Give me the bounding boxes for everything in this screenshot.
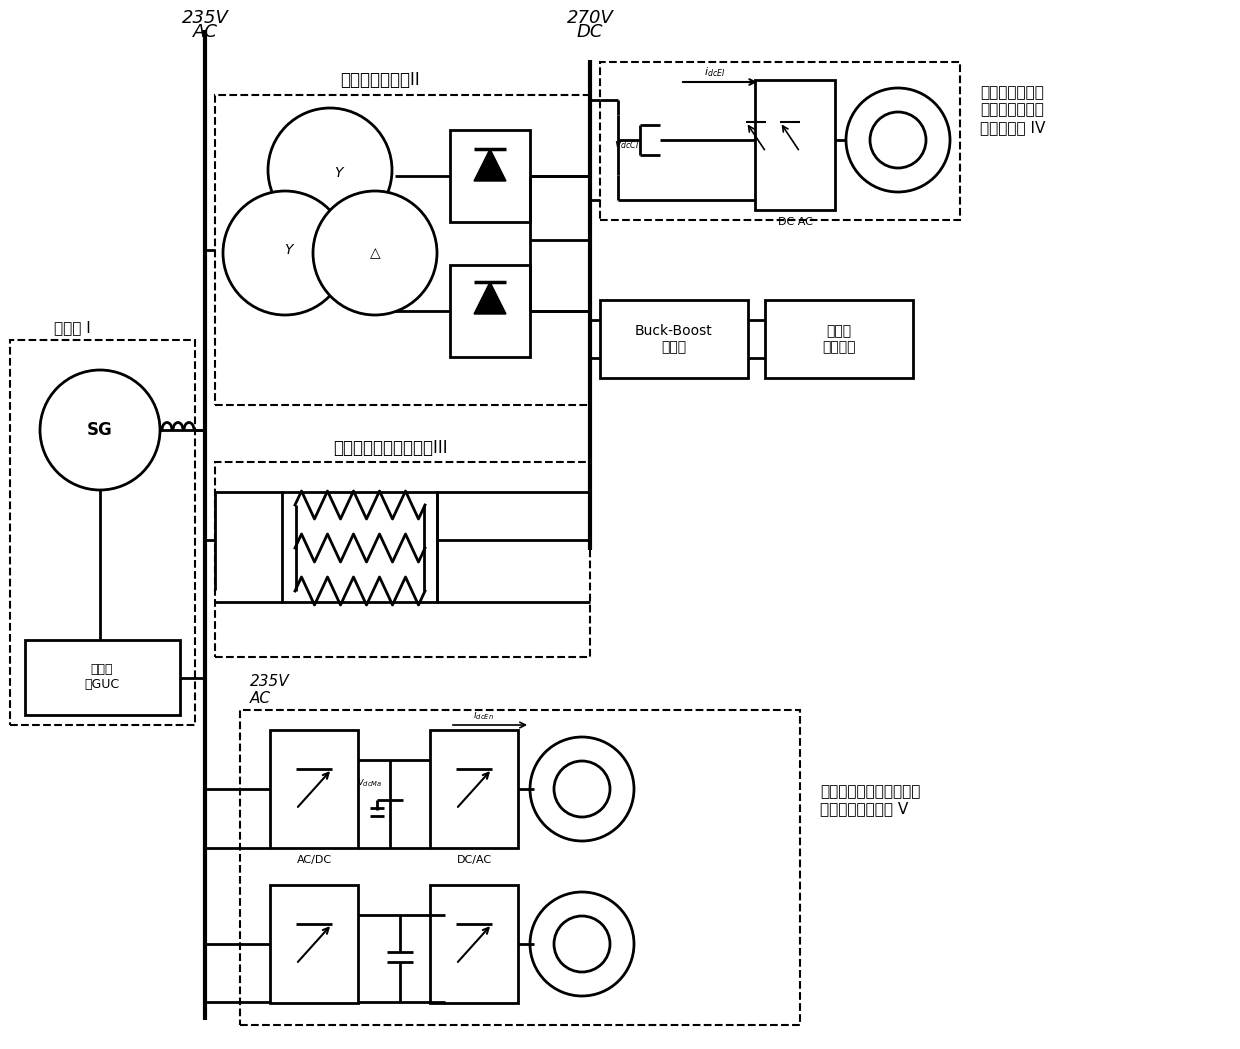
Text: Y: Y: [334, 166, 342, 180]
Bar: [270, 730, 358, 848]
Circle shape: [846, 88, 950, 192]
Polygon shape: [474, 149, 506, 181]
Bar: [215, 462, 590, 657]
Text: 环境控制系统中
电力电子驱动的
调速电动机 IV: 环境控制系统中 电力电子驱动的 调速电动机 IV: [980, 85, 1045, 135]
Bar: [450, 265, 529, 357]
Circle shape: [554, 916, 610, 972]
Text: 270V: 270V: [567, 9, 614, 27]
Text: 发电机 I: 发电机 I: [53, 321, 91, 336]
Text: DC: DC: [577, 23, 603, 41]
Text: △: △: [370, 247, 381, 260]
Text: AC/DC: AC/DC: [296, 855, 331, 865]
Bar: [430, 730, 518, 848]
Bar: [270, 885, 358, 1003]
Bar: [600, 62, 960, 220]
Text: AC: AC: [192, 23, 217, 41]
Bar: [600, 300, 748, 378]
Bar: [755, 80, 835, 210]
Bar: [765, 300, 913, 378]
Circle shape: [223, 191, 347, 315]
Circle shape: [268, 108, 392, 232]
Text: 飞机操纵系统中电力电子
驱动的调速电动机 V: 飞机操纵系统中电力电子 驱动的调速电动机 V: [820, 784, 920, 816]
Text: 235V: 235V: [181, 9, 228, 27]
Text: SG: SG: [87, 421, 113, 438]
Circle shape: [40, 370, 160, 490]
Circle shape: [870, 112, 926, 168]
Bar: [215, 95, 590, 405]
Text: 235V
AC: 235V AC: [250, 673, 290, 706]
Bar: [430, 885, 518, 1003]
Bar: [281, 492, 436, 602]
Circle shape: [529, 892, 634, 996]
Text: $v_{dcCI}$: $v_{dcCI}$: [614, 140, 640, 151]
Text: Y: Y: [284, 243, 293, 257]
Circle shape: [529, 737, 634, 841]
Text: Buck-Boost
变换器: Buck-Boost 变换器: [635, 324, 713, 355]
Circle shape: [312, 191, 436, 315]
Text: $i_{dcEI}$: $i_{dcEI}$: [704, 65, 725, 79]
Polygon shape: [474, 282, 506, 314]
Bar: [241, 710, 800, 1025]
Text: 控制单
元GUC: 控制单 元GUC: [84, 663, 119, 691]
Bar: [10, 340, 195, 725]
Text: $i_{dcEn}$: $i_{dcEn}$: [472, 708, 494, 722]
Text: 防冰系统中的阻性负载III: 防冰系统中的阻性负载III: [332, 438, 448, 457]
Text: DC/AC: DC/AC: [456, 855, 491, 865]
Bar: [450, 130, 529, 222]
Text: 自耦变压整流器II: 自耦变压整流器II: [340, 71, 420, 89]
Bar: [25, 640, 180, 715]
Circle shape: [554, 761, 610, 817]
Text: $v_{dcMa}$: $v_{dcMa}$: [357, 777, 383, 789]
Text: DC AC: DC AC: [777, 217, 812, 227]
Text: 恒电压
阻性负载: 恒电压 阻性负载: [822, 324, 856, 355]
